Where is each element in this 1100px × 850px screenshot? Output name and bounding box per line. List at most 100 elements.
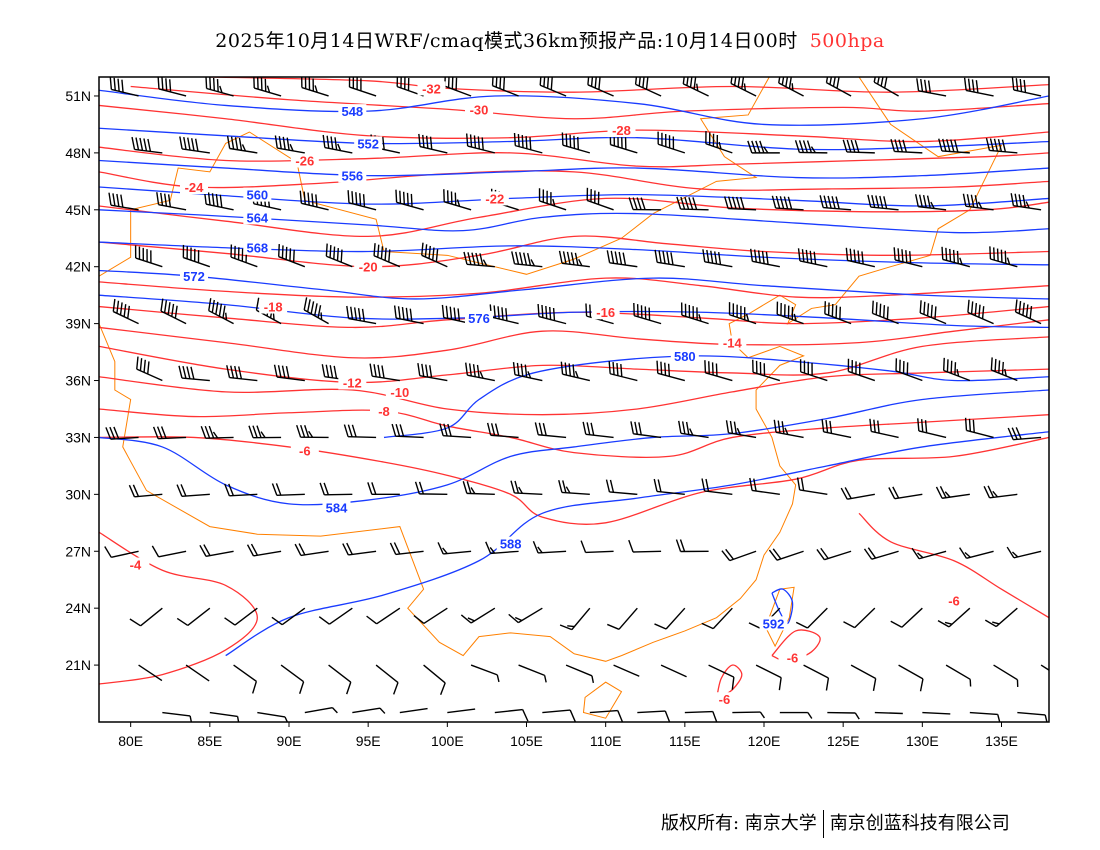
wind-barb [637,710,671,722]
wind-barb [634,77,662,97]
height-contour-line [99,209,1049,234]
wind-barb [389,542,424,556]
height-contour-label-bg [243,187,272,202]
wind-barb [937,607,971,628]
y-tick-label: 27N [65,543,91,559]
wind-barb [534,422,567,439]
wind-barb [843,607,876,629]
temperature-contour-label-bg [370,403,398,418]
wind-barb [794,140,828,154]
wind-barb [109,77,139,97]
height-contour-line [99,186,1049,207]
wind-barb [945,664,972,687]
wind-barb [470,664,500,683]
temperature-contour-label: -6 [719,692,731,707]
temperature-contour-label: -16 [596,305,615,320]
wind-barb [895,358,923,382]
temperature-contour-label-bg [338,375,367,390]
wind-barb [136,356,163,382]
temperature-contour-line [858,512,1049,619]
wind-barb [160,298,187,325]
y-tick-label: 36N [65,373,91,389]
y-tick-label: 33N [65,429,91,445]
height-contour-label-bg [354,136,383,151]
wind-barb [871,300,899,325]
temperature-contour-label: -32 [422,81,441,96]
wind-barb [678,420,709,439]
temperature-contour-line [99,235,1049,268]
wind-barb [605,479,638,496]
temperature-contour-label: -6 [787,651,799,666]
wind-barb [653,478,685,496]
wind-barb [537,303,567,325]
wind-barb [613,664,640,677]
wind-barb [654,249,685,268]
y-tick-label: 30N [65,486,91,502]
wind-barb [824,301,852,325]
wind-barb [1006,546,1042,559]
wind-barb [185,664,210,682]
temperature-contour-line [99,170,1049,191]
wind-barb [586,187,614,211]
wind-barb [447,708,476,714]
wind-barb [542,709,576,722]
wind-barb [656,360,686,382]
wind-barb [795,607,828,629]
wind-barb [582,421,614,439]
temperature-contour-line [99,197,1049,238]
wind-barb [680,302,709,325]
wind-barb [348,77,377,97]
wind-barb [657,131,686,154]
wind-barb [890,607,923,628]
wind-barb [182,244,211,268]
wind-barb [752,359,781,382]
wind-barb [152,426,187,440]
height-contour-label-bg [243,210,272,225]
wind-barb [799,359,828,382]
wind-barb [511,251,543,268]
wind-barb [257,711,289,722]
wind-barb [708,664,735,690]
wind-barb [796,477,828,496]
wind-barb [280,664,305,694]
wind-barb [721,548,757,562]
wind-barb [373,243,401,268]
temperature-contour-label-bg [354,259,383,274]
x-tick-label: 80E [118,733,143,749]
x-tick-label: 115E [669,733,701,749]
title-main: 2025年10月14日WRF/cmaq模式36km预报产品:10月14日00时 [215,30,798,52]
wind-barb [963,77,994,97]
height-contour-label-bg [338,168,367,183]
copyright: 版权所有: 南京大学 南京创蓝科技有限公司 [661,809,1010,838]
temperature-contour-label: -6 [299,444,311,459]
temperature-contour-label-bg [940,593,968,608]
wind-barb [704,360,733,382]
height-contour-line [99,159,1049,179]
height-contour-label: 552 [357,136,379,151]
wind-barb [874,711,903,715]
wind-barb [969,711,1001,722]
wind-barb [916,78,947,97]
wind-barb [628,539,662,553]
wind-barb [942,357,971,382]
height-contour-label-bg [759,616,788,631]
wind-barb [827,711,860,720]
wind-barb [105,426,139,440]
x-tick-label: 130E [906,733,939,749]
wind-barb [962,193,994,211]
wind-barb [128,484,163,498]
wind-barb [730,77,757,97]
wind-barb [561,132,591,154]
wind-barb [423,664,446,695]
wind-barb [682,77,709,97]
wind-barb [366,607,401,625]
wind-barb [1040,664,1049,671]
wind-barb [296,424,329,439]
wind-barb [199,544,234,558]
wind-barb [538,188,567,211]
wind-barb [271,483,305,497]
wind-barb [898,664,924,692]
wind-barb [508,607,543,624]
wind-barb [462,481,495,496]
